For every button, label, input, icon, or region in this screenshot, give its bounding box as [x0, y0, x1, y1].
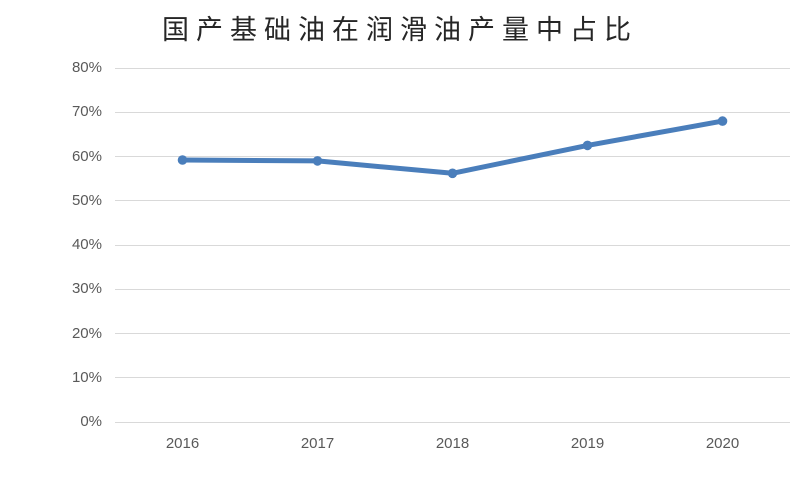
series-line [180, 118, 725, 176]
x-tick-label: 2017 [300, 435, 335, 452]
plot-area: 0% 10% 20% 30% 40% 50% 60% 70% 80% 2016 2017 2018 20… [72, 59, 790, 452]
y-tick-label: 20% [71, 324, 102, 342]
gridline [115, 421, 790, 423]
y-tick-label: 0% [80, 413, 102, 430]
gridline [115, 244, 790, 246]
data-series [177, 116, 728, 179]
x-tick-label: 2016 [165, 435, 200, 452]
gridline [115, 111, 790, 113]
x-tick-label: 2020 [705, 435, 740, 452]
data-point-marker [582, 140, 593, 151]
gridline [115, 377, 790, 379]
gridline [115, 333, 790, 334]
y-tick-label: 30% [71, 280, 102, 298]
y-tick-label: 50% [71, 191, 102, 209]
y-tick-label: 80% [71, 59, 102, 76]
gridline [115, 200, 790, 202]
gridline [115, 288, 790, 290]
data-point-marker [177, 155, 188, 165]
chart-title: 国产基础油在润滑油产量中占比 [162, 15, 638, 45]
y-tick-label: 40% [71, 236, 102, 253]
data-point-marker [717, 116, 728, 126]
y-tick-label: 10% [71, 368, 102, 386]
data-point-marker [312, 156, 323, 166]
y-tick-label: 70% [71, 103, 102, 121]
gridline [115, 156, 790, 157]
gridline [115, 67, 790, 69]
x-tick-label: 2019 [570, 435, 605, 452]
y-tick-label: 60% [71, 147, 102, 165]
x-tick-label: 2018 [435, 435, 470, 452]
data-point-marker [447, 168, 458, 179]
